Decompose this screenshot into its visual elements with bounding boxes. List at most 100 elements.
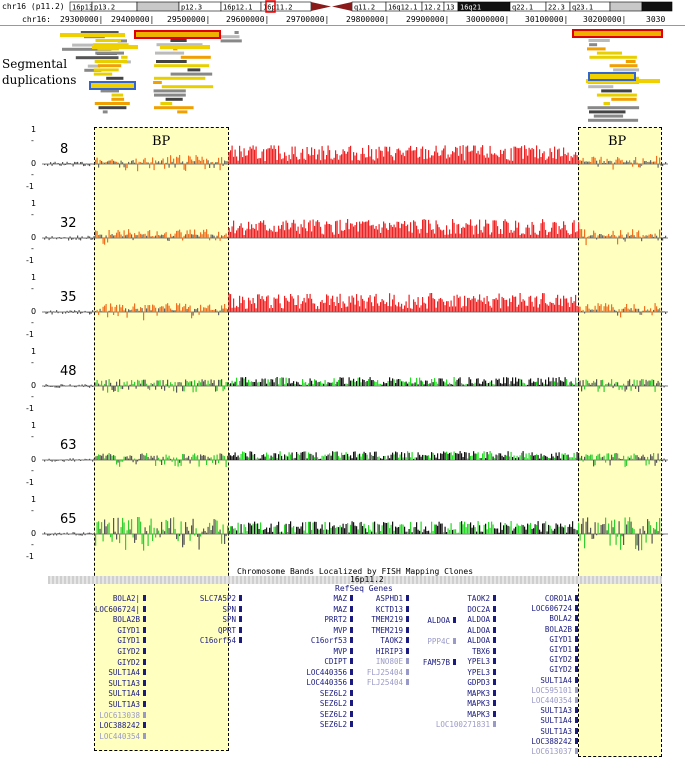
track-signal[interactable] bbox=[44, 517, 665, 551]
gene-glyph[interactable] bbox=[575, 697, 578, 703]
gene-label[interactable]: FAM57B bbox=[422, 658, 450, 667]
segdup-feature[interactable] bbox=[161, 85, 214, 89]
gene-glyph[interactable] bbox=[453, 659, 456, 665]
gene-glyph[interactable] bbox=[143, 701, 146, 707]
gene-label[interactable]: C16orf53 bbox=[310, 636, 347, 645]
gene-glyph[interactable] bbox=[575, 737, 578, 744]
gene-glyph[interactable] bbox=[143, 595, 146, 601]
gene-glyph[interactable] bbox=[575, 727, 578, 734]
gene-label[interactable]: MVP bbox=[333, 625, 347, 635]
segdup-red-box[interactable] bbox=[134, 30, 221, 39]
gene-label[interactable]: SEZ6L2 bbox=[319, 688, 347, 698]
gene-label[interactable]: MAPK3 bbox=[467, 688, 490, 698]
gene-glyph[interactable] bbox=[143, 626, 146, 633]
segdup-feature[interactable] bbox=[601, 89, 632, 93]
segdup-feature[interactable] bbox=[62, 47, 112, 51]
gene-label[interactable]: DOC2A bbox=[467, 604, 490, 614]
gene-label[interactable]: LOC388242 bbox=[99, 721, 140, 731]
gene-label[interactable]: LOC440356 bbox=[306, 678, 347, 687]
segdup-feature[interactable] bbox=[106, 76, 124, 80]
segdup-feature[interactable] bbox=[117, 39, 127, 43]
gene-label[interactable]: SULT1A3 bbox=[108, 700, 140, 709]
gene-label[interactable]: YPEL3 bbox=[467, 657, 490, 666]
gene-label[interactable]: LOC595101 bbox=[531, 685, 572, 695]
gene-glyph[interactable] bbox=[575, 595, 578, 601]
gene-label[interactable]: SULT1A3 bbox=[540, 706, 572, 716]
segdup-feature[interactable] bbox=[217, 35, 240, 39]
segdup-feature[interactable] bbox=[609, 64, 638, 68]
gene-label[interactable]: SULT1A4 bbox=[108, 689, 140, 699]
segdup-feature[interactable] bbox=[154, 64, 210, 68]
gene-label[interactable]: TMEM219 bbox=[371, 615, 403, 624]
segdup-feature[interactable] bbox=[587, 47, 606, 51]
gene-label[interactable]: CORO1A bbox=[544, 594, 572, 603]
segdup-feature[interactable] bbox=[603, 102, 611, 105]
gene-label[interactable]: LOC606724| bbox=[94, 604, 140, 614]
gene-glyph[interactable] bbox=[350, 595, 353, 601]
segdup-feature[interactable] bbox=[100, 89, 119, 93]
segdup-feature[interactable] bbox=[187, 68, 201, 72]
gene-label[interactable]: TBX6 bbox=[471, 646, 490, 656]
ideogram-band-14[interactable] bbox=[609, 1, 643, 12]
gene-glyph[interactable] bbox=[575, 605, 578, 612]
gene-label[interactable]: SPN bbox=[222, 615, 236, 624]
gene-glyph[interactable] bbox=[453, 617, 456, 623]
segdup-feature[interactable] bbox=[111, 93, 124, 97]
gene-label[interactable]: ALDOA bbox=[467, 625, 490, 635]
gene-glyph[interactable] bbox=[350, 679, 353, 685]
gene-glyph[interactable] bbox=[406, 658, 409, 664]
segdup-feature[interactable] bbox=[93, 72, 113, 76]
segdup-feature[interactable] bbox=[588, 39, 610, 42]
gene-glyph[interactable] bbox=[350, 668, 353, 675]
gene-glyph[interactable] bbox=[493, 647, 496, 654]
segdup-feature[interactable] bbox=[156, 60, 187, 63]
gene-label[interactable]: LOC440356 bbox=[306, 667, 347, 677]
gene-label[interactable]: BOLA2B bbox=[544, 624, 572, 634]
gene-glyph[interactable] bbox=[143, 732, 146, 739]
gene-glyph[interactable] bbox=[406, 605, 409, 612]
gene-glyph[interactable] bbox=[406, 637, 409, 643]
gene-label[interactable]: GDPD3 bbox=[467, 678, 490, 687]
fish-band-bar[interactable] bbox=[48, 576, 662, 584]
segdup-feature[interactable] bbox=[180, 55, 211, 59]
segdup-feature[interactable] bbox=[87, 64, 101, 68]
gene-glyph[interactable] bbox=[493, 668, 496, 675]
gene-label[interactable]: LOC388242 bbox=[531, 736, 572, 746]
segdup-feature[interactable] bbox=[111, 97, 125, 101]
gene-label[interactable]: YPEL3 bbox=[467, 667, 490, 677]
gene-glyph[interactable] bbox=[239, 616, 242, 622]
gene-label[interactable]: LOC613038 bbox=[99, 710, 140, 720]
gene-label[interactable]: ASPHD1 bbox=[375, 594, 403, 603]
gene-label[interactable]: LOC606724 bbox=[531, 604, 572, 614]
gene-glyph[interactable] bbox=[143, 605, 146, 612]
segdup-yellow-block[interactable] bbox=[60, 33, 125, 37]
segdup-feature[interactable] bbox=[94, 60, 127, 63]
gene-label[interactable]: LOC440354 bbox=[99, 731, 140, 741]
gene-label[interactable]: BOLA2| bbox=[112, 594, 140, 603]
gene-label[interactable]: MVP bbox=[333, 646, 347, 656]
segdup-feature[interactable] bbox=[95, 51, 124, 55]
segdup-feature[interactable] bbox=[596, 93, 637, 97]
cnv-tracks[interactable] bbox=[0, 120, 685, 560]
segdup-blue-box[interactable] bbox=[588, 72, 636, 81]
gene-glyph[interactable] bbox=[575, 717, 578, 724]
gene-glyph[interactable] bbox=[493, 626, 496, 633]
gene-glyph[interactable] bbox=[493, 595, 496, 601]
gene-glyph[interactable] bbox=[406, 595, 409, 601]
segdup-track[interactable] bbox=[0, 27, 685, 122]
gene-glyph[interactable] bbox=[575, 656, 578, 663]
segdup-feature[interactable] bbox=[234, 31, 239, 34]
gene-glyph[interactable] bbox=[493, 710, 496, 717]
gene-label[interactable]: GIYD2 bbox=[117, 647, 140, 656]
gene-glyph[interactable] bbox=[453, 638, 456, 644]
gene-glyph[interactable] bbox=[575, 707, 578, 714]
segdup-feature[interactable] bbox=[154, 106, 194, 110]
track-signal[interactable] bbox=[44, 293, 667, 321]
gene-glyph[interactable] bbox=[239, 595, 242, 601]
gene-glyph[interactable] bbox=[406, 626, 409, 633]
gene-label[interactable]: ALDOA bbox=[427, 616, 450, 625]
ideogram-band-2[interactable] bbox=[136, 1, 180, 12]
gene-label[interactable]: PPP4C bbox=[427, 637, 450, 646]
gene-label[interactable]: GIYD2 bbox=[549, 665, 572, 675]
